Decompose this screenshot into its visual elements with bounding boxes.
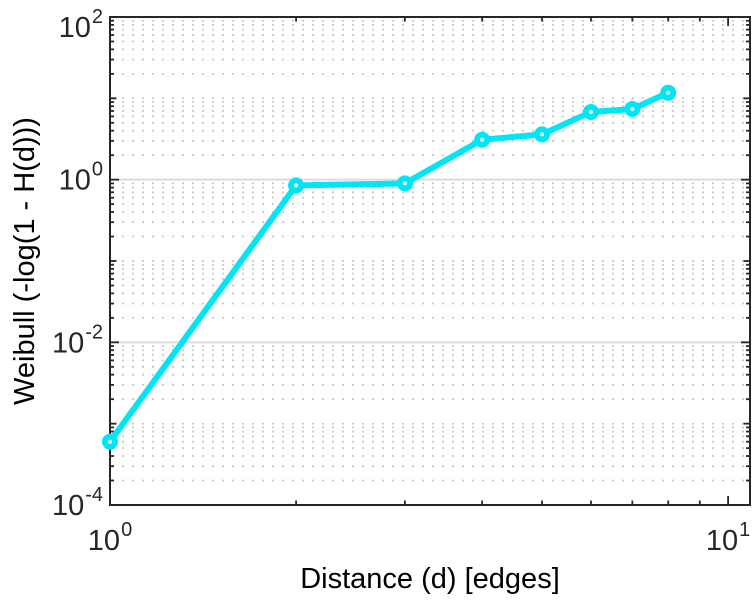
data-point-marker — [660, 84, 677, 101]
data-point-marker — [288, 177, 305, 194]
y-tick-label: 10-2 — [52, 321, 103, 359]
series-line — [107, 89, 672, 445]
y-tick-label: 102 — [59, 6, 103, 44]
y-tick-label: 100 — [59, 159, 103, 197]
x-axis-label: Distance (d) [edges] — [300, 563, 560, 595]
plot-box — [109, 16, 751, 506]
data-point-marker — [624, 100, 641, 117]
series-layer — [102, 84, 677, 450]
y-axis-label: Weibull (-log(1 - H(d))) — [9, 117, 41, 405]
label-layer: Distance (d) [edges] Weibull (-log(1 - H… — [9, 6, 750, 595]
data-point-marker — [582, 103, 599, 120]
y-tick-label: 10-4 — [52, 484, 103, 522]
grid-layer — [111, 19, 749, 482]
data-point-marker — [102, 433, 118, 450]
data-point-marker — [534, 126, 551, 143]
data-point-marker — [474, 131, 491, 148]
x-tick-label: 100 — [88, 519, 132, 557]
x-tick-label: 101 — [706, 519, 750, 557]
axis-layer — [109, 16, 751, 506]
data-point-marker — [396, 175, 413, 192]
